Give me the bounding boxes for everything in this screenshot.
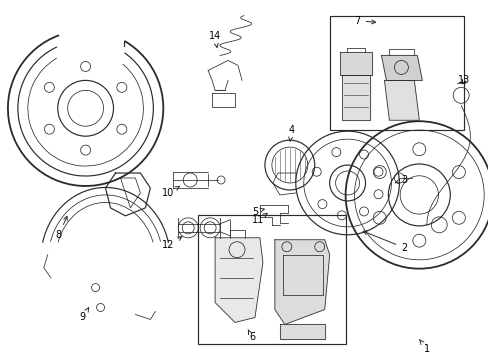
Text: 1: 1 [419,340,429,354]
Polygon shape [274,240,329,324]
Text: 10: 10 [162,186,180,198]
Text: 12: 12 [162,237,182,250]
Text: 8: 8 [56,216,67,240]
Text: 7: 7 [354,15,375,26]
Polygon shape [215,238,263,323]
Text: 2: 2 [363,231,407,253]
Text: 9: 9 [80,307,89,323]
Polygon shape [384,80,419,120]
Text: 6: 6 [247,330,255,342]
Text: 13: 13 [457,75,469,85]
Text: 4: 4 [288,125,294,141]
Polygon shape [279,324,324,339]
Text: 3: 3 [395,175,407,185]
Polygon shape [381,55,422,80]
Text: 14: 14 [208,31,221,48]
Polygon shape [339,53,371,75]
Bar [198,215,345,345]
Polygon shape [341,75,369,120]
Bar [329,15,463,130]
Text: 5: 5 [251,207,264,217]
Text: 11: 11 [251,213,266,225]
